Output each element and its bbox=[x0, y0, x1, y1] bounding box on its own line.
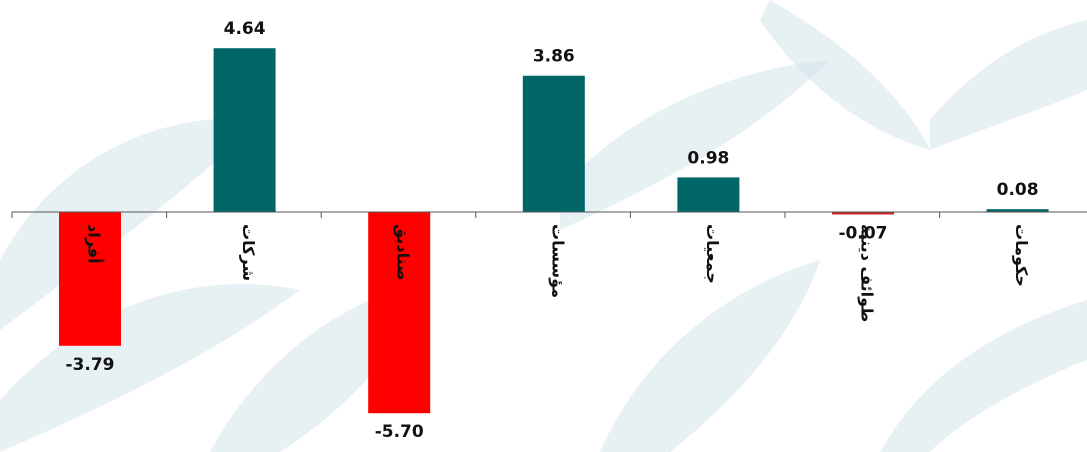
category-label: طوائف دينية bbox=[858, 224, 877, 322]
data-label: -3.79 bbox=[66, 355, 115, 375]
category-label: مؤسسات bbox=[548, 224, 567, 298]
category-label: جمعيات bbox=[703, 224, 722, 284]
data-label: 4.64 bbox=[224, 19, 266, 39]
bar bbox=[368, 212, 431, 414]
bar bbox=[677, 177, 740, 212]
data-label: 0.08 bbox=[997, 180, 1039, 200]
data-label: 3.86 bbox=[533, 47, 575, 67]
data-label: -5.70 bbox=[375, 422, 424, 442]
bar bbox=[522, 75, 585, 212]
category-label: أفراد bbox=[85, 224, 105, 264]
bar bbox=[59, 212, 121, 346]
bar bbox=[213, 48, 276, 212]
data-label: -0.07 bbox=[839, 223, 888, 243]
bar bbox=[986, 209, 1049, 212]
category-label: صناديق bbox=[394, 224, 413, 281]
bars-layer bbox=[59, 48, 1049, 414]
bar bbox=[832, 212, 894, 215]
category-label: حكومات bbox=[1012, 224, 1031, 287]
labels-layer: -3.79 أفراد 4.64 شركات -5.70 صناديق 3.86 مؤسسات… bbox=[66, 19, 1039, 442]
axis-layer bbox=[11, 211, 1087, 218]
data-label: 0.98 bbox=[687, 148, 729, 168]
category-label: شركات bbox=[239, 224, 258, 281]
